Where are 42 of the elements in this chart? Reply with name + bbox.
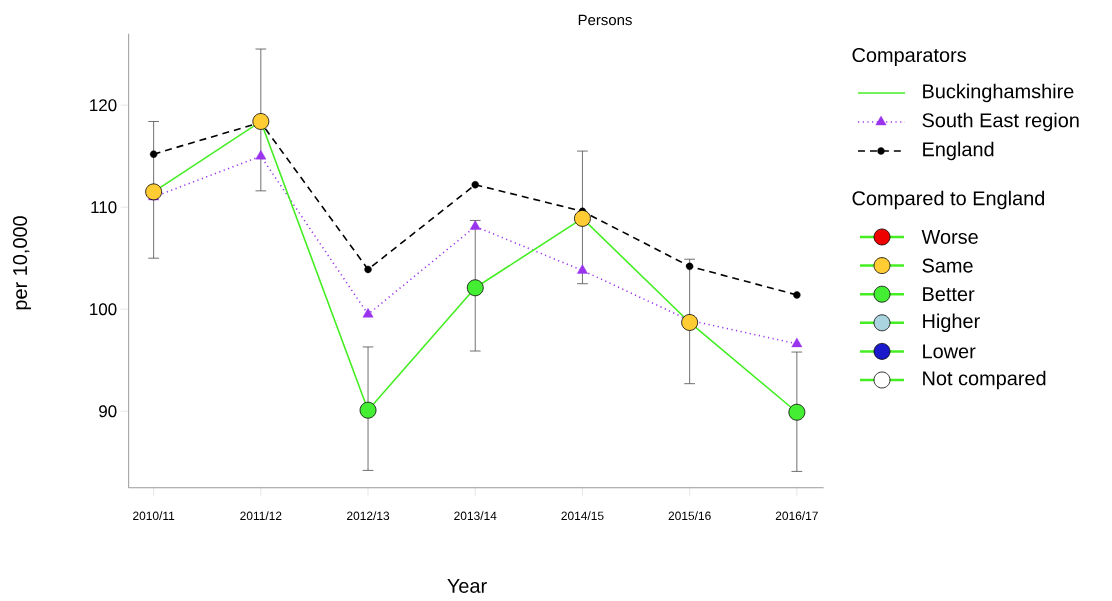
- chart-subtitle: Persons: [578, 14, 632, 26]
- legend-label: Worse: [921, 230, 978, 244]
- legend-label: Higher: [923, 313, 980, 333]
- x-axis-title: Year: [447, 579, 487, 593]
- point: [577, 264, 588, 274]
- point: [255, 149, 267, 160]
- legend-label: Same: [922, 258, 973, 273]
- y-tick-label: 100: [90, 303, 117, 316]
- point: [149, 150, 158, 158]
- point: [359, 401, 377, 419]
- point: [791, 337, 803, 348]
- point: [469, 220, 481, 230]
- point: [471, 181, 479, 189]
- legend-label: Not compared: [923, 370, 1046, 390]
- y-axis-title: per 10,000: [12, 216, 32, 310]
- point: [681, 314, 699, 331]
- point: [788, 403, 806, 421]
- legend-label: Better: [923, 287, 975, 302]
- point: [145, 183, 163, 201]
- x-tick-label: 2015/16: [668, 511, 711, 521]
- point: [793, 291, 801, 299]
- y-tick-label: 120: [90, 99, 117, 112]
- x-tick-label: 2016/17: [775, 511, 818, 521]
- point: [574, 210, 591, 227]
- legend-label: Buckinghamshire: [923, 83, 1074, 103]
- legend-title: Comparators: [852, 47, 966, 67]
- point: [362, 308, 374, 318]
- legend-label: England: [923, 141, 994, 161]
- y-tick-label: 90: [99, 405, 117, 418]
- text: Compared to England: [852, 190, 1045, 210]
- y-tick-label: 110: [91, 201, 117, 214]
- point: [466, 279, 484, 297]
- x-tick-label: 2010/11: [133, 511, 175, 521]
- point: [685, 262, 694, 271]
- point: [252, 113, 270, 130]
- x-tick-label: 2014/15: [561, 511, 604, 521]
- legend-label: South East region: [922, 112, 1079, 132]
- x-tick-label: 2013/14: [454, 511, 497, 521]
- legend-label: Lower: [923, 344, 976, 359]
- x-tick-label: 2012/13: [347, 511, 390, 521]
- point: [364, 265, 372, 274]
- x-tick-label: 2011/12: [240, 511, 282, 521]
